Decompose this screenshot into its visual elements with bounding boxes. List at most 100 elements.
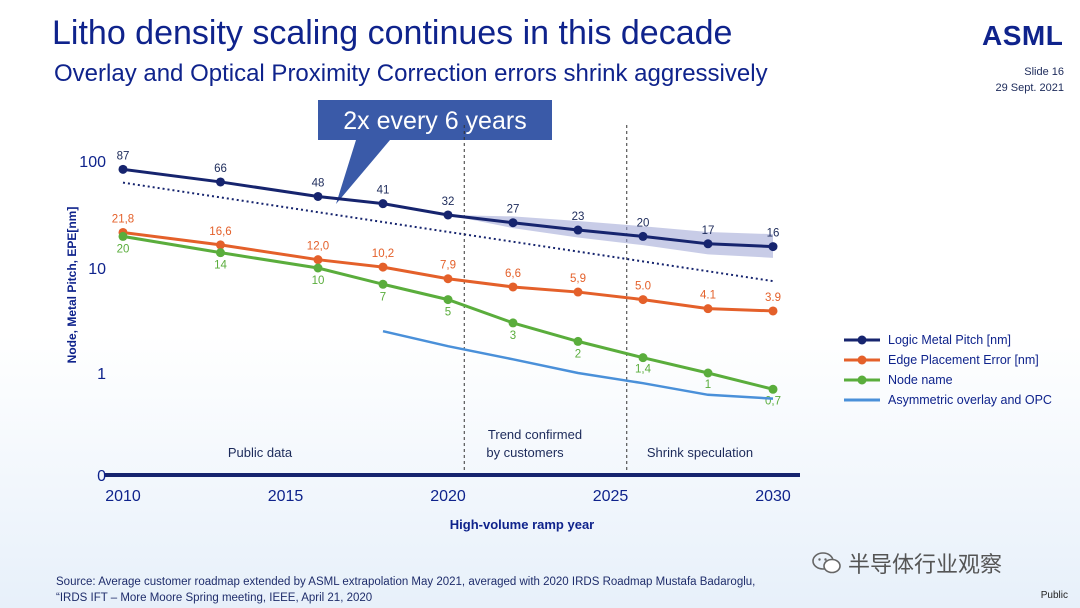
legend-label: Edge Placement Error [nm] [888, 353, 1039, 367]
data-point [216, 248, 225, 258]
legend-item-overlay: Asymmetric overlay and OPC [844, 390, 1052, 410]
data-point [703, 368, 713, 378]
watermark: 半导体行业观察 [812, 547, 1002, 579]
source-line-1: Source: Average customer roadmap extende… [56, 576, 756, 588]
legend-marker [844, 398, 880, 402]
legend-marker [844, 375, 880, 385]
data-label: 1 [705, 379, 711, 391]
y-tick-label: 100 [79, 154, 106, 171]
data-point [703, 304, 713, 314]
data-point [638, 353, 648, 363]
data-point [378, 199, 388, 209]
region-label-public: Public data [228, 445, 293, 460]
data-point [573, 336, 583, 346]
data-label: 87 [117, 150, 130, 162]
data-label: 4.1 [700, 290, 716, 302]
data-point [118, 231, 128, 241]
series-line [122, 167, 774, 249]
callout-text: 2x every 6 years [343, 107, 526, 135]
data-point [216, 240, 225, 250]
x-tick-label: 2010 [105, 488, 141, 505]
legend-item-metal-pitch: Logic Metal Pitch [nm] [844, 330, 1052, 350]
data-point [508, 318, 518, 328]
data-point [313, 255, 323, 265]
data-label: 7,9 [440, 260, 456, 272]
data-point [216, 177, 225, 187]
data-label: 14 [214, 260, 227, 272]
data-label: 6,6 [505, 268, 521, 280]
data-label: 23 [572, 211, 585, 223]
data-label: 21,8 [112, 213, 134, 225]
data-label: 16,6 [209, 226, 231, 238]
data-point [768, 242, 778, 252]
watermark-text: 半导体行业观察 [848, 552, 1003, 577]
data-point [443, 210, 453, 220]
data-label: 32 [442, 196, 455, 208]
data-label: 3 [510, 330, 516, 342]
data-label: 7 [380, 291, 386, 303]
page-subtitle: Overlay and Optical Proximity Correction… [54, 60, 768, 87]
y-axis-title: Node, Metal Pitch, EPE[nm] [65, 207, 79, 364]
y-tick-label: 1 [97, 366, 106, 383]
slide-date: 29 Sept. 2021 [995, 82, 1064, 94]
data-point [378, 279, 388, 289]
series-line [382, 329, 774, 400]
x-tick-label: 2020 [430, 488, 466, 505]
region-label-trend-2: by customers [486, 445, 564, 460]
series-line [122, 230, 774, 313]
data-label: 5,9 [570, 273, 586, 285]
data-label: 1,4 [635, 364, 652, 376]
source-note: Source: Average customer roadmap extende… [56, 574, 836, 606]
data-point [378, 262, 388, 272]
data-label: 27 [507, 204, 520, 216]
legend: Logic Metal Pitch [nm] Edge Placement Er… [844, 330, 1052, 410]
y-tick-label: 10 [88, 261, 106, 278]
classification-label: Public [1040, 590, 1068, 601]
asml-logo: ASML [982, 20, 1064, 51]
callout-box [318, 100, 552, 204]
slide-number: Slide 16 [1024, 66, 1064, 78]
legend-item-node: Node name [844, 370, 1052, 390]
data-label: 2 [575, 348, 581, 360]
data-label: 3.9 [765, 292, 781, 304]
legend-marker [844, 355, 880, 365]
region-label-speculation: Shrink speculation [647, 445, 753, 460]
legend-label: Node name [888, 373, 953, 387]
data-label: 5 [445, 307, 451, 319]
series-line [122, 234, 774, 391]
data-label: 20 [117, 243, 130, 255]
x-axis-title: High-volume ramp year [450, 517, 595, 532]
legend-item-epe: Edge Placement Error [nm] [844, 350, 1052, 370]
source-line-2: “IRDS IFT – More Moore Spring meeting, I… [56, 592, 373, 604]
y-tick-label: 0 [97, 468, 106, 485]
callout: 2x every 6 years [318, 100, 552, 204]
legend-label: Asymmetric overlay and OPC [888, 393, 1052, 407]
data-label: 20 [637, 217, 650, 229]
wechat-icon [812, 552, 841, 574]
data-point [638, 231, 648, 241]
data-label: 12,0 [307, 241, 329, 253]
data-label: 48 [312, 177, 325, 189]
data-label: 10,2 [372, 248, 394, 260]
region-label-trend-1: Trend confirmed [488, 427, 582, 442]
legend-marker [844, 335, 880, 345]
data-point [768, 384, 778, 394]
data-point [443, 295, 453, 305]
data-label: 16 [767, 228, 780, 240]
data-point [638, 295, 648, 305]
page-title: Litho density scaling continues in this … [52, 14, 733, 52]
data-point [703, 239, 713, 249]
data-point [573, 287, 583, 297]
data-label: 5.0 [635, 281, 651, 293]
data-label: 66 [214, 163, 227, 175]
data-point [118, 164, 128, 174]
data-point [313, 191, 323, 201]
data-point [573, 225, 583, 235]
data-point [508, 218, 518, 228]
data-point [443, 274, 453, 284]
data-point [768, 306, 778, 316]
x-tick-label: 2015 [268, 488, 304, 505]
data-point [508, 282, 518, 292]
data-point [313, 263, 323, 273]
